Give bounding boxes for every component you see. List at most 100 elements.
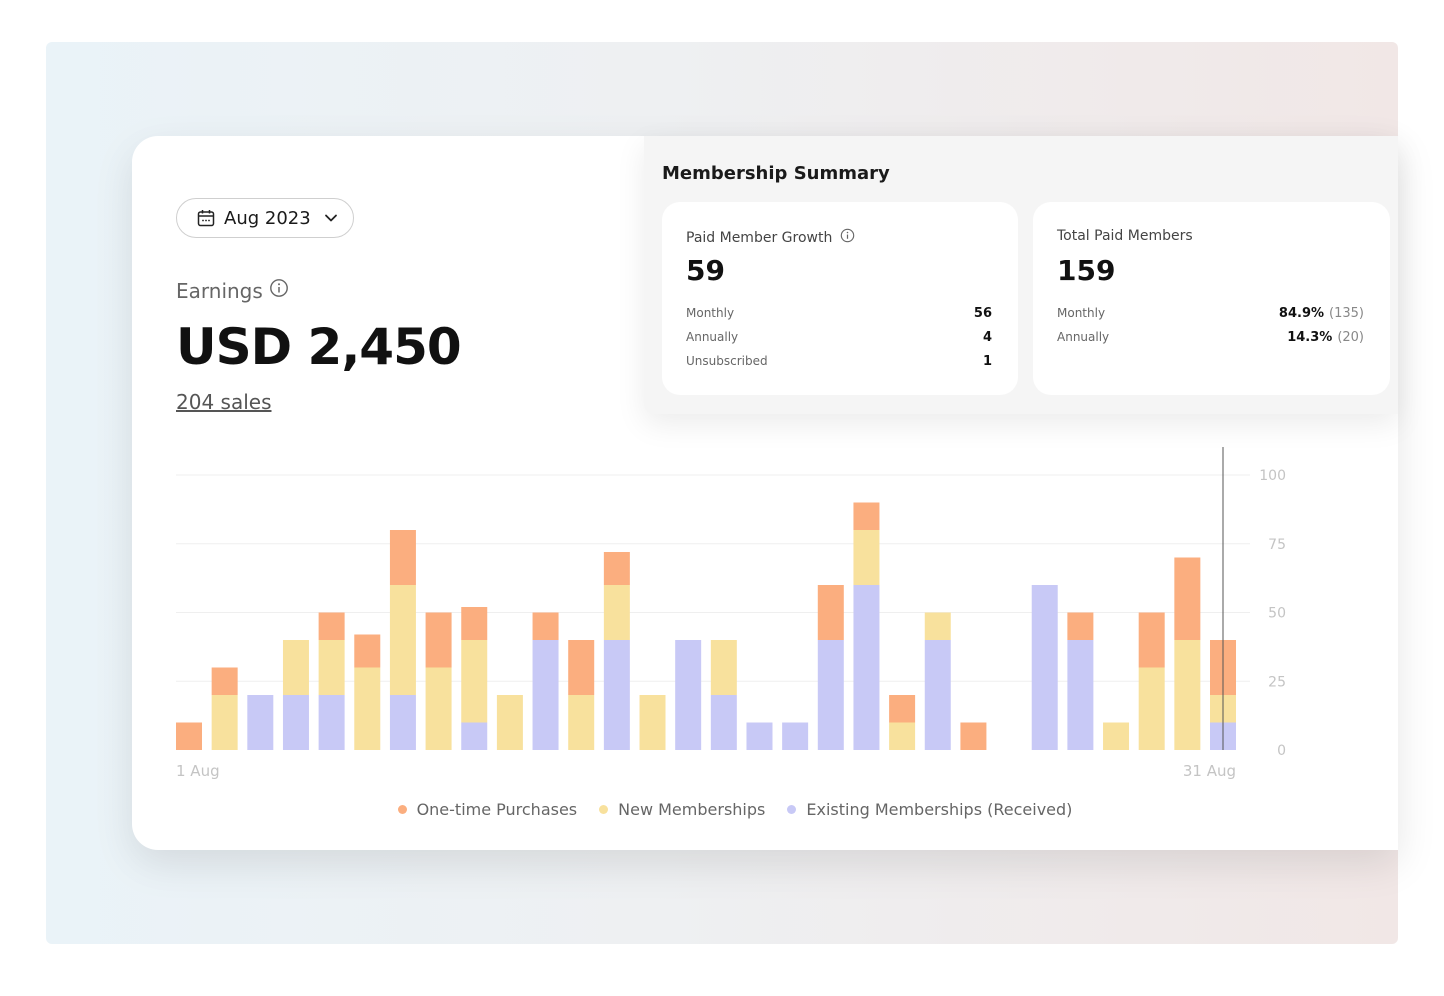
stat-row: Monthly 84.9% (135) <box>1057 303 1364 323</box>
legend-item-one-time[interactable]: One-time Purchases <box>397 800 578 819</box>
stat-row-label: Monthly <box>686 306 735 320</box>
bar-one-time-segment <box>1174 557 1201 640</box>
bar-new-segment <box>568 695 595 750</box>
info-icon[interactable] <box>840 228 855 247</box>
bar-existing-segment <box>746 722 773 750</box>
bar-one-time-segment <box>960 722 987 750</box>
bar-one-time-segment <box>425 612 452 668</box>
bar-new-segment <box>282 640 309 695</box>
stat-row: Annually 4 <box>686 327 992 347</box>
earnings-heading: Earnings <box>176 278 289 303</box>
legend-item-new[interactable]: New Memberships <box>599 800 765 819</box>
stat-row-count: (135) <box>1329 305 1364 321</box>
x-tick-label: 1 Aug <box>176 762 220 780</box>
bar-one-time-segment <box>817 585 844 640</box>
y-tick-label: 50 <box>1268 606 1286 622</box>
bar-existing-segment <box>675 640 702 750</box>
bar-existing-segment <box>1031 585 1058 750</box>
y-tick-label: 0 <box>1277 743 1286 759</box>
legend-dot-existing <box>787 805 797 814</box>
bar-new-segment <box>318 640 345 695</box>
bar-existing-segment <box>389 695 416 750</box>
stat-row-value: 4 <box>982 329 992 345</box>
earnings-label: Earnings <box>176 278 263 303</box>
stat-row-value-group: 84.9% (135) <box>1279 306 1364 321</box>
bar-one-time-segment <box>1067 612 1094 640</box>
stat-row: Monthly 56 <box>686 303 992 323</box>
chart-legend: One-time Purchases New Memberships Exist… <box>0 800 1444 819</box>
bar-one-time-segment <box>853 502 880 530</box>
bar-new-segment <box>889 722 916 750</box>
bar-existing-segment <box>1067 640 1094 750</box>
bar-new-segment <box>603 585 630 640</box>
stat-row-label: Annually <box>686 330 739 344</box>
chevron-down-icon <box>324 211 338 225</box>
legend-dot-one-time <box>397 805 407 814</box>
bar-new-segment <box>853 530 880 585</box>
bar-one-time-segment <box>568 640 595 695</box>
bar-new-segment <box>924 612 951 640</box>
y-tick-label: 100 <box>1259 468 1286 484</box>
bar-existing-segment <box>924 640 951 750</box>
bar-new-segment <box>211 695 238 750</box>
legend-item-existing[interactable]: Existing Memberships (Received) <box>787 800 1072 819</box>
bar-existing-segment <box>282 695 309 750</box>
bar-new-segment <box>1138 667 1165 750</box>
bar-new-segment <box>461 640 488 723</box>
stat-row-count: (20) <box>1337 329 1364 345</box>
bar-one-time-segment <box>1138 612 1165 668</box>
bar-one-time-segment <box>176 722 202 750</box>
stat-row: Annually 14.3% (20) <box>1057 327 1364 347</box>
stat-row-label: Unsubscribed <box>686 354 768 368</box>
date-filter-button[interactable]: Aug 2023 <box>176 198 354 238</box>
total-paid-members-title: Total Paid Members <box>1057 228 1193 244</box>
bar-existing-segment <box>461 722 488 750</box>
total-paid-members-value: 159 <box>1057 254 1116 287</box>
bar-new-segment <box>639 695 666 750</box>
date-filter-label: Aug 2023 <box>224 207 311 229</box>
legend-label: Existing Memberships (Received) <box>806 800 1073 819</box>
bar-existing-segment <box>782 722 809 750</box>
membership-summary-title: Membership Summary <box>662 163 890 184</box>
bar-existing-segment <box>817 640 844 750</box>
bar-existing-segment <box>710 695 737 750</box>
paid-member-growth-heading: Paid Member Growth <box>686 228 855 247</box>
stat-row-value: 56 <box>973 305 992 321</box>
sales-count-link[interactable]: 204 sales <box>176 390 272 414</box>
stat-row-label: Monthly <box>1057 306 1106 320</box>
bar-existing-segment <box>532 640 559 750</box>
stat-row-percent: 84.9% <box>1278 305 1325 321</box>
bar-new-segment <box>354 667 381 750</box>
bar-existing-segment <box>603 640 630 750</box>
stat-row-value-group: 14.3% (20) <box>1287 330 1364 345</box>
stat-row-percent: 14.3% <box>1287 329 1333 345</box>
earnings-amount: USD 2,450 <box>176 318 462 376</box>
total-paid-members-card: Total Paid Members 159 Monthly 84.9% (135… <box>1033 202 1390 395</box>
bar-new-segment <box>389 585 416 695</box>
bar-existing-segment <box>853 585 880 750</box>
total-paid-members-heading: Total Paid Members <box>1057 228 1193 244</box>
stat-row: Unsubscribed 1 <box>686 351 992 371</box>
bar-one-time-segment <box>318 612 345 640</box>
bar-one-time-segment <box>389 530 416 585</box>
stat-row-value: 1 <box>982 353 992 369</box>
stat-row-label: Annually <box>1057 330 1110 344</box>
bar-existing-segment <box>247 695 274 750</box>
bar-one-time-segment <box>603 552 630 585</box>
paid-member-growth-card: Paid Member Growth 59 Monthly 56 Annuall… <box>662 202 1018 395</box>
legend-label: One-time Purchases <box>416 800 578 819</box>
bar-one-time-segment <box>461 607 488 640</box>
bar-new-segment <box>1103 722 1130 750</box>
info-icon[interactable] <box>269 278 289 303</box>
bar-new-segment <box>1174 640 1201 750</box>
bar-new-segment <box>710 640 737 695</box>
paid-member-growth-title: Paid Member Growth <box>686 229 833 246</box>
bar-existing-segment <box>318 695 345 750</box>
paid-member-growth-value: 59 <box>686 254 725 287</box>
bar-one-time-segment <box>532 612 559 640</box>
bar-new-segment <box>496 695 523 750</box>
bar-new-segment <box>425 667 452 750</box>
bar-one-time-segment <box>889 695 916 723</box>
legend-label: New Memberships <box>618 800 766 819</box>
